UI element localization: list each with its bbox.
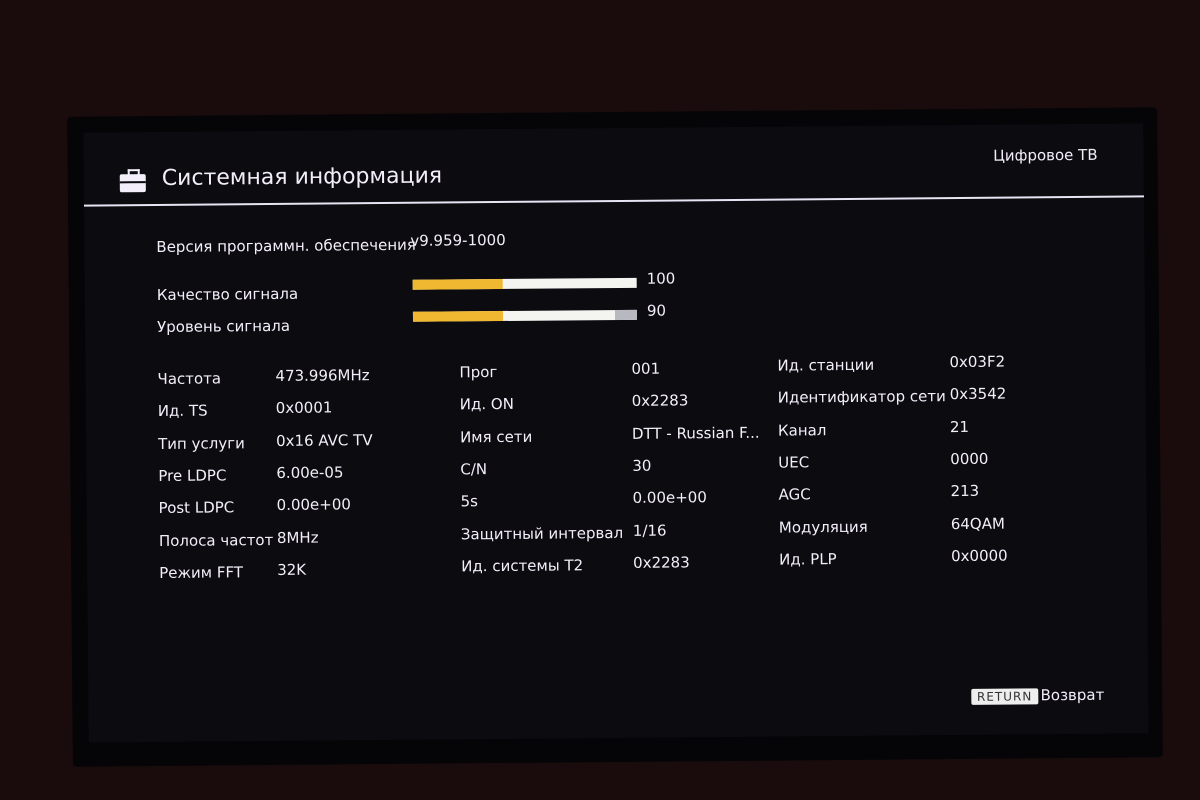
source-label: Цифровое ТВ (993, 145, 1098, 165)
info-label: 5s (460, 492, 479, 511)
info-value: 1/16 (632, 521, 667, 540)
signal-level-value: 90 (646, 301, 667, 320)
signal-level-bar (412, 309, 638, 322)
signal-level-label: Уровень сигнала (156, 316, 291, 337)
info-label: AGC (778, 485, 811, 504)
signal-quality-bar (412, 277, 637, 290)
info-label: C/N (460, 460, 488, 479)
header-divider (83, 195, 1144, 207)
system-info-screen: Системная информация Цифровое ТВ Версия … (83, 123, 1149, 743)
software-version-value: v9.959-1000 (410, 230, 506, 250)
info-label: Режим FFT (159, 563, 244, 582)
info-label: Модуляция (778, 517, 868, 537)
info-value: 0x2283 (633, 553, 690, 572)
info-label: Ид. PLP (779, 549, 837, 569)
info-label: Ид. системы T2 (461, 556, 584, 576)
info-value: 0.00e+00 (632, 488, 707, 508)
info-value: DTT - Russian F... (631, 423, 760, 443)
info-value: 0000 (950, 449, 989, 468)
info-value: 0x0000 (951, 546, 1008, 565)
info-value: 0x2283 (631, 391, 689, 411)
signal-quality-value: 100 (646, 269, 676, 288)
info-value: 64QAM (950, 514, 1005, 533)
info-label: Полоса частот (158, 530, 274, 550)
info-value: 21 (949, 417, 970, 436)
info-label: Канал (777, 420, 827, 440)
info-label: Имя сети (459, 427, 533, 446)
return-label[interactable]: Возврат (1040, 685, 1105, 705)
info-label: UEC (778, 453, 810, 472)
info-label: Ид. ON (459, 395, 514, 414)
info-value: 001 (631, 359, 661, 378)
info-label: Pre LDPC (158, 466, 227, 485)
info-value: 0x0001 (275, 398, 333, 418)
info-label: Ид. TS (157, 401, 208, 421)
info-label: Защитный интервал (460, 523, 624, 543)
info-value: 0x16 AVC TV (275, 430, 373, 450)
info-value: 473.996MHz (275, 366, 370, 385)
info-label: Тип услуги (157, 433, 245, 453)
info-label: Прог (459, 363, 498, 382)
info-label: Ид. станции (777, 355, 875, 375)
info-value: 0.00e+00 (276, 495, 351, 515)
page-title: Системная информация (161, 163, 443, 191)
info-value: 8MHz (276, 528, 319, 547)
toolbox-icon (119, 174, 146, 193)
software-version-label: Версия программн. обеспечения (156, 235, 416, 257)
return-key-badge[interactable]: RETURN (970, 688, 1039, 705)
info-value: 32K (277, 560, 307, 579)
info-label: Частота (157, 369, 222, 388)
info-value: 213 (950, 482, 980, 501)
info-value: 30 (632, 456, 652, 475)
info-value: 0x03F2 (949, 352, 1006, 372)
info-label: Post LDPC (158, 498, 235, 518)
info-value: 0x3542 (949, 384, 1007, 404)
signal-quality-label: Качество сигнала (156, 284, 299, 305)
info-value: 6.00e-05 (276, 463, 344, 482)
info-label: Идентификатор сети (777, 387, 946, 407)
